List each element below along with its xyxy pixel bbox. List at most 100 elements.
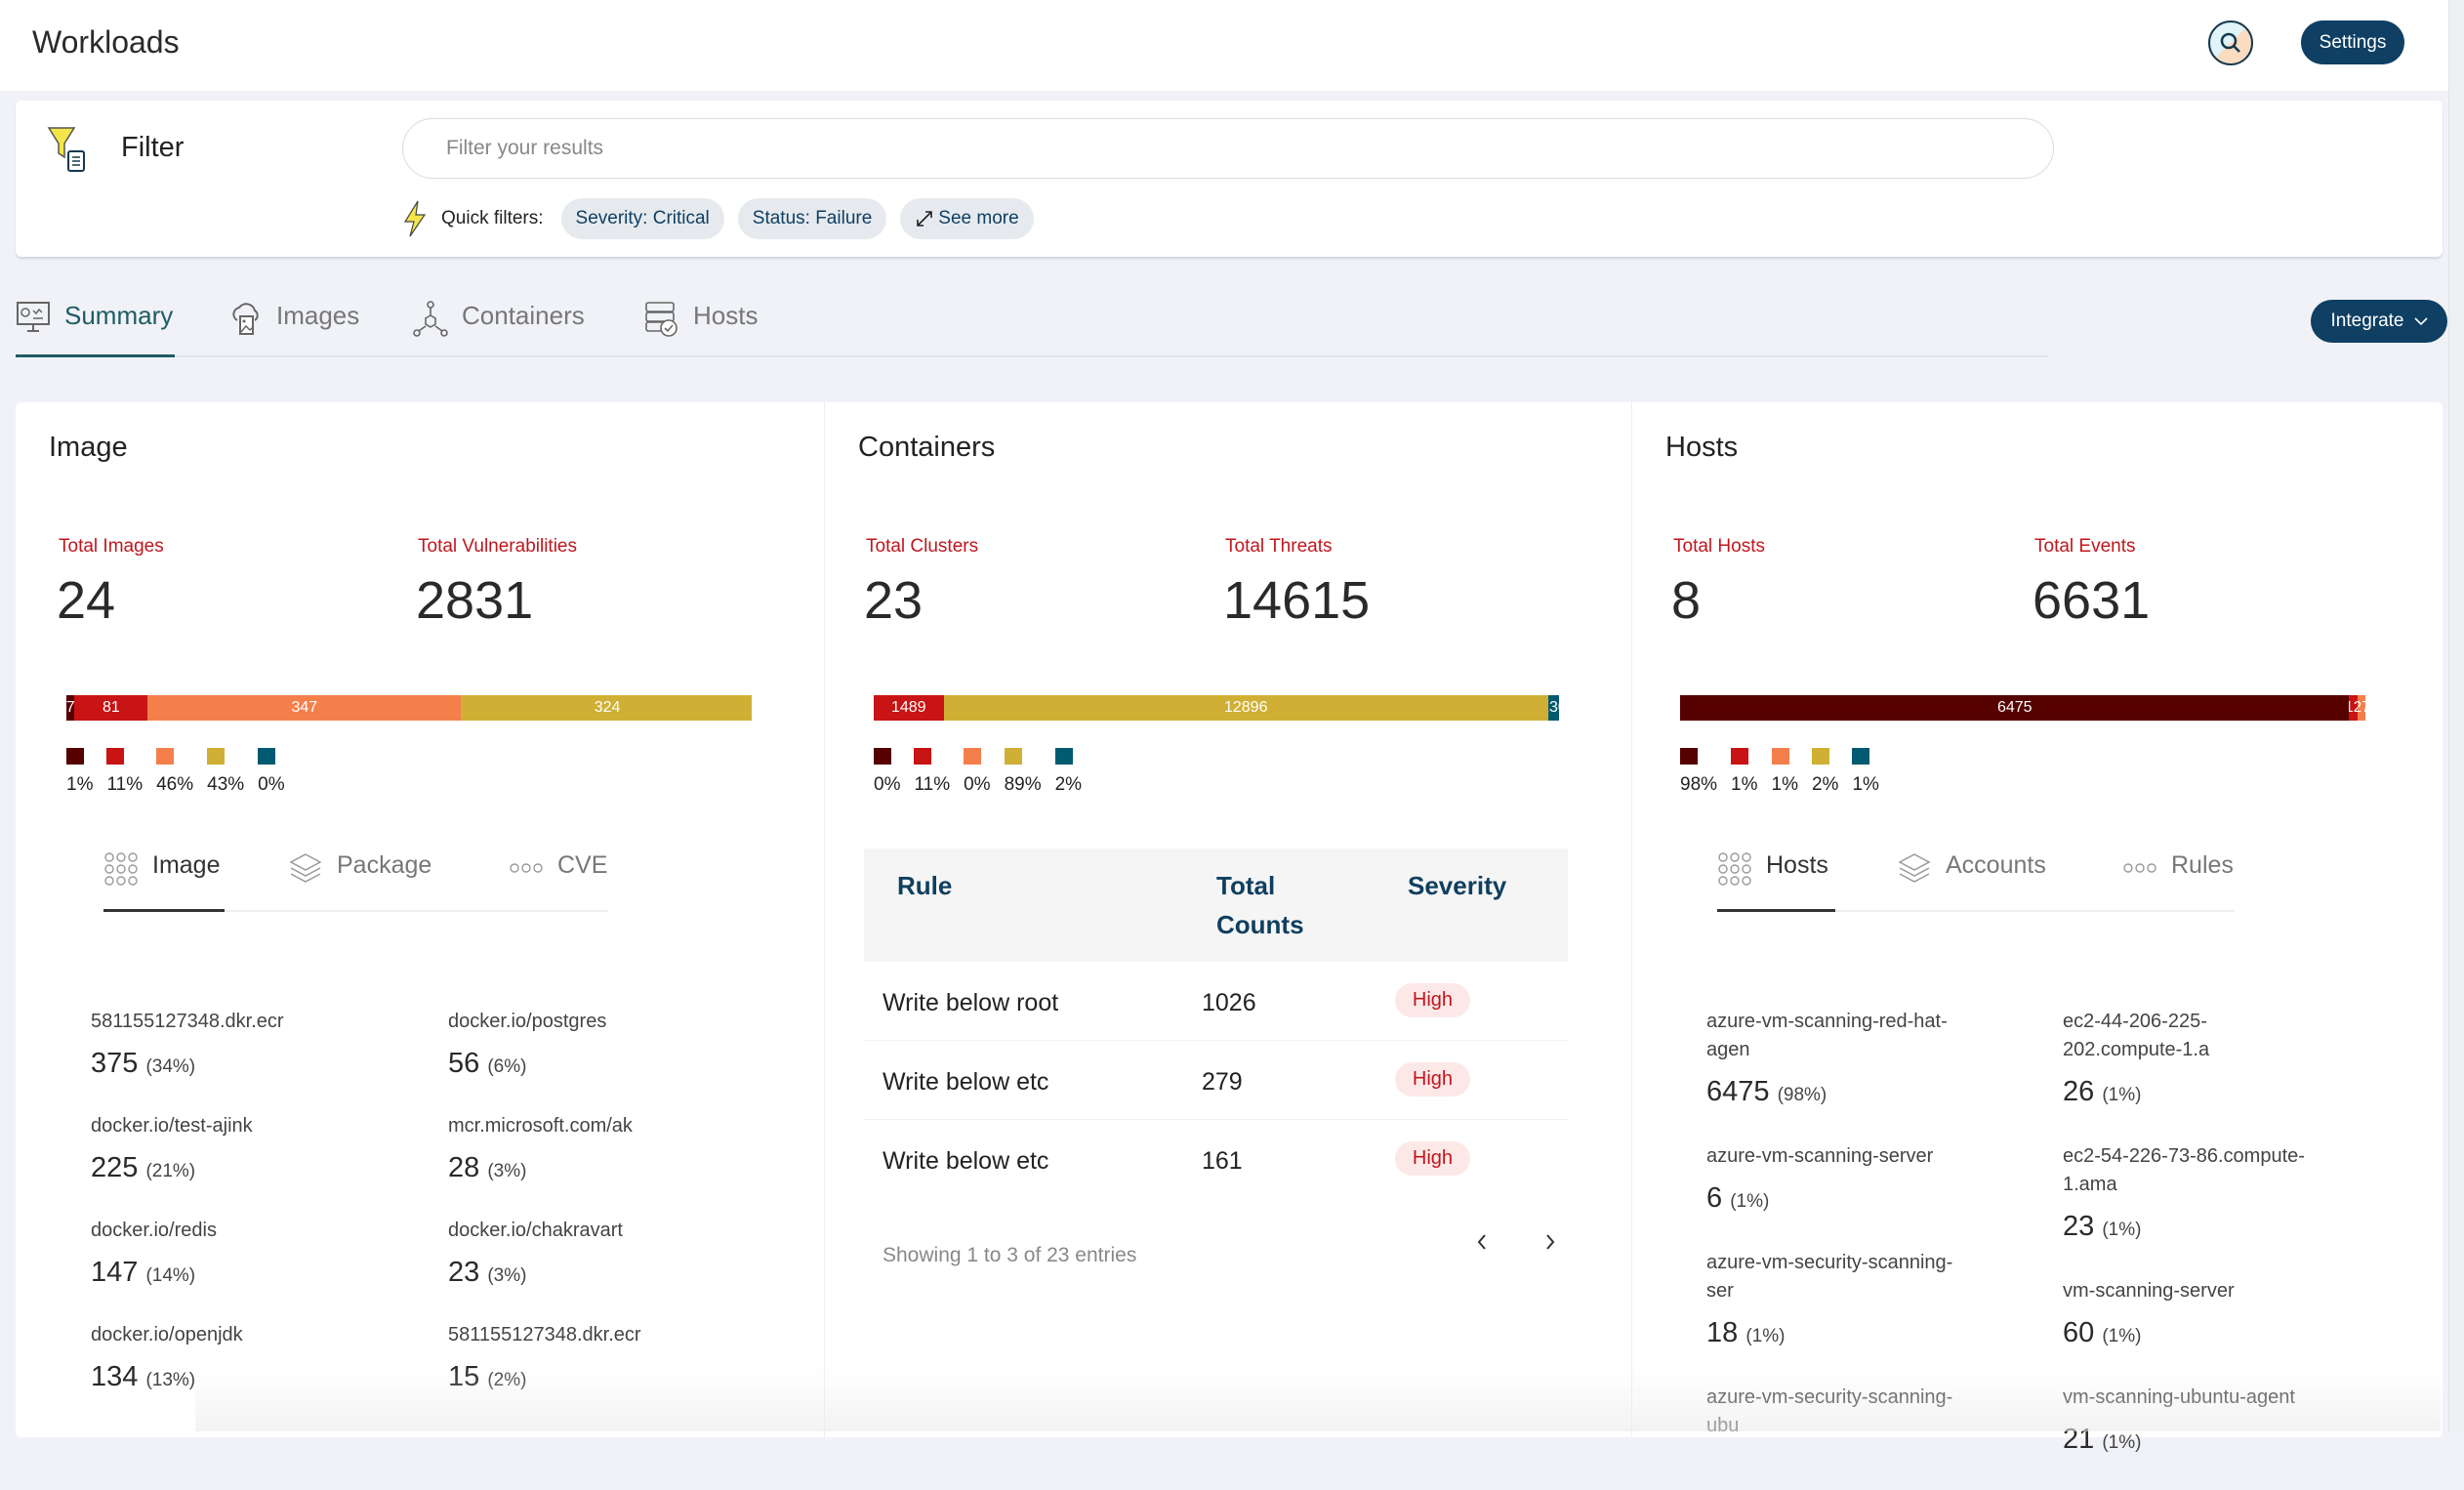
item-value: 134 xyxy=(91,1361,139,1392)
item-percent: (34%) xyxy=(145,1056,196,1077)
quick-filters-label: Quick filters: xyxy=(441,208,544,228)
quick-filters: Quick filters: Severity: Critical Status… xyxy=(402,198,1034,239)
search-button[interactable] xyxy=(2208,21,2253,65)
list-item[interactable]: docker.io/chakravart 23 (3%) xyxy=(448,1217,641,1321)
bar-segment[interactable]: 12896 xyxy=(943,695,1548,721)
tab-images[interactable]: Images xyxy=(229,293,359,357)
item-value: 23 xyxy=(448,1257,480,1288)
item-percent: (3%) xyxy=(487,1161,527,1181)
settings-button[interactable]: Settings xyxy=(2301,21,2404,64)
legend-percent: 2% xyxy=(1054,774,1083,795)
item-value: 375 xyxy=(91,1048,139,1079)
legend-swatch xyxy=(1731,748,1749,765)
legend-swatch xyxy=(1004,748,1022,765)
item-value: 225 xyxy=(91,1152,139,1183)
subtab-label: Package xyxy=(337,851,432,879)
item-count: 56 (6%) xyxy=(448,1044,641,1087)
item-name: vm-scanning-ubuntu-agent xyxy=(2063,1387,2295,1408)
list-item[interactable]: ec2-54-226-73-86.compute-1.ama 23 (1%) xyxy=(2063,1142,2319,1250)
bar-segment[interactable]: 324 xyxy=(461,695,752,721)
item-percent: (14%) xyxy=(145,1265,196,1286)
total-events-label: Total Events xyxy=(2034,536,2136,557)
chip-status-failure[interactable]: Status: Failure xyxy=(737,198,887,239)
list-item[interactable]: docker.io/openjdk 134 (13%) xyxy=(91,1321,284,1426)
legend-item: 1% xyxy=(66,748,93,796)
legend-item: 1% xyxy=(1731,748,1758,796)
total-threats-label: Total Threats xyxy=(1225,536,1333,557)
legend-percent: 89% xyxy=(1004,774,1042,795)
tab-containers[interactable]: Containers xyxy=(413,293,585,357)
list-item[interactable]: vm-scanning-ubuntu-agent 21 (1%) xyxy=(2063,1384,2319,1463)
subtab-hosts[interactable]: Hosts xyxy=(1717,846,1835,912)
list-item[interactable]: azure-vm-scanning-server 6 (1%) xyxy=(1706,1142,1962,1221)
item-percent: (6%) xyxy=(487,1056,527,1077)
total-vulnerabilities-label: Total Vulnerabilities xyxy=(418,536,577,557)
table-row[interactable]: Write below etc 161 High xyxy=(864,1120,1568,1199)
bar-segment[interactable]: 27 xyxy=(2357,695,2365,721)
next-page-button[interactable] xyxy=(1543,1228,1557,1259)
item-value: 147 xyxy=(91,1257,139,1288)
subtab-accounts[interactable]: Accounts xyxy=(1897,846,2046,912)
prev-page-button[interactable] xyxy=(1475,1228,1489,1259)
item-count: 375 (34%) xyxy=(91,1044,284,1087)
rules-table: Rule Total Counts Severity Write below r… xyxy=(864,848,1568,1199)
bar-segment[interactable]: 347 xyxy=(147,695,462,721)
list-item[interactable]: docker.io/redis 147 (14%) xyxy=(91,1217,284,1321)
lightning-icon xyxy=(403,200,427,237)
chip-severity-critical[interactable]: Severity: Critical xyxy=(560,198,724,239)
column-header-rule[interactable]: Rule xyxy=(897,871,953,900)
table-row[interactable]: Write below root 1026 High xyxy=(864,962,1568,1041)
subtab-cve[interactable]: CVE xyxy=(509,846,607,912)
list-item[interactable]: azure-vm-security-scanning-ser 18 (1%) xyxy=(1706,1249,1962,1356)
subtab-image[interactable]: Image xyxy=(103,846,225,912)
table-row[interactable]: Write below etc 279 High xyxy=(864,1041,1568,1120)
column-header-severity[interactable]: Severity xyxy=(1408,871,1507,900)
list-item[interactable]: mcr.microsoft.com/ak 28 (3%) xyxy=(448,1112,641,1217)
item-count: 23 (1%) xyxy=(2063,1207,2319,1250)
scrollbar[interactable] xyxy=(2448,0,2464,1431)
bar-segment[interactable]: 1489 xyxy=(874,695,944,721)
severity-bar: 647512277344 xyxy=(1680,695,2365,721)
list-item[interactable]: azure-vm-security-scanning-ubu xyxy=(1706,1384,1962,1448)
tab-label: Images xyxy=(276,301,360,330)
image-list-col-1: 581155127348.dkr.ecr 375 (34%) docker.io/t… xyxy=(91,1008,284,1426)
list-item[interactable]: docker.io/test-ajink 225 (21%) xyxy=(91,1112,284,1217)
column-header-total-counts[interactable]: Total Counts xyxy=(1216,871,1304,939)
legend-swatch xyxy=(874,748,891,765)
legend-percent: 98% xyxy=(1680,774,1718,795)
tab-hosts[interactable]: Hosts xyxy=(644,293,758,357)
filter-search-input[interactable] xyxy=(402,118,2054,179)
item-value: 56 xyxy=(448,1048,480,1079)
legend-swatch xyxy=(66,748,84,765)
subtab-rules[interactable]: Rules xyxy=(2122,846,2234,912)
item-percent: (1%) xyxy=(2102,1085,2142,1105)
integrate-dropdown-button[interactable]: Integrate xyxy=(2311,300,2447,343)
bar-segment[interactable]: 230 xyxy=(1547,695,1559,721)
subtab-package[interactable]: Package xyxy=(288,846,431,912)
list-item[interactable]: vm-scanning-server 60 (1%) xyxy=(2063,1277,2319,1356)
list-item[interactable]: docker.io/postgres 56 (6%) xyxy=(448,1008,641,1112)
severity-legend: 1% 11% 46% 43% 0% xyxy=(66,748,285,796)
list-item[interactable]: 581155127348.dkr.ecr 15 (2%) xyxy=(448,1321,641,1426)
bar-segment[interactable]: 81 xyxy=(74,695,148,721)
bar-segment[interactable]: 6475 xyxy=(1680,695,2350,721)
chip-label: Severity: Critical xyxy=(575,208,710,228)
legend-percent: 1% xyxy=(1731,774,1758,795)
total-hosts-value: 8 xyxy=(1671,571,1702,630)
chip-label: See more xyxy=(938,208,1019,228)
list-item[interactable]: azure-vm-scanning-red-hat-agen 6475 (98%) xyxy=(1706,1008,1962,1115)
bar-segment[interactable]: 12 xyxy=(2349,695,2358,721)
tab-summary[interactable]: Summary xyxy=(16,293,175,357)
grid-dots-icon xyxy=(104,852,138,886)
list-item[interactable]: 581155127348.dkr.ecr 375 (34%) xyxy=(91,1008,284,1112)
filter-panel: Filter Quick filters: Severity: Critical… xyxy=(16,101,2443,257)
chevron-right-icon xyxy=(1546,1234,1555,1250)
total-images-label: Total Images xyxy=(59,536,164,557)
total-clusters-value: 23 xyxy=(864,571,924,630)
list-item[interactable]: ec2-44-206-225-202.compute-1.a 26 (1%) xyxy=(2063,1008,2319,1115)
item-value: 28 xyxy=(448,1152,480,1183)
see-more-button[interactable]: See more xyxy=(900,198,1034,239)
item-name: docker.io/postgres xyxy=(448,1011,607,1032)
bar-segment[interactable]: 7 xyxy=(66,695,75,721)
legend-item: 1% xyxy=(1771,748,1798,796)
